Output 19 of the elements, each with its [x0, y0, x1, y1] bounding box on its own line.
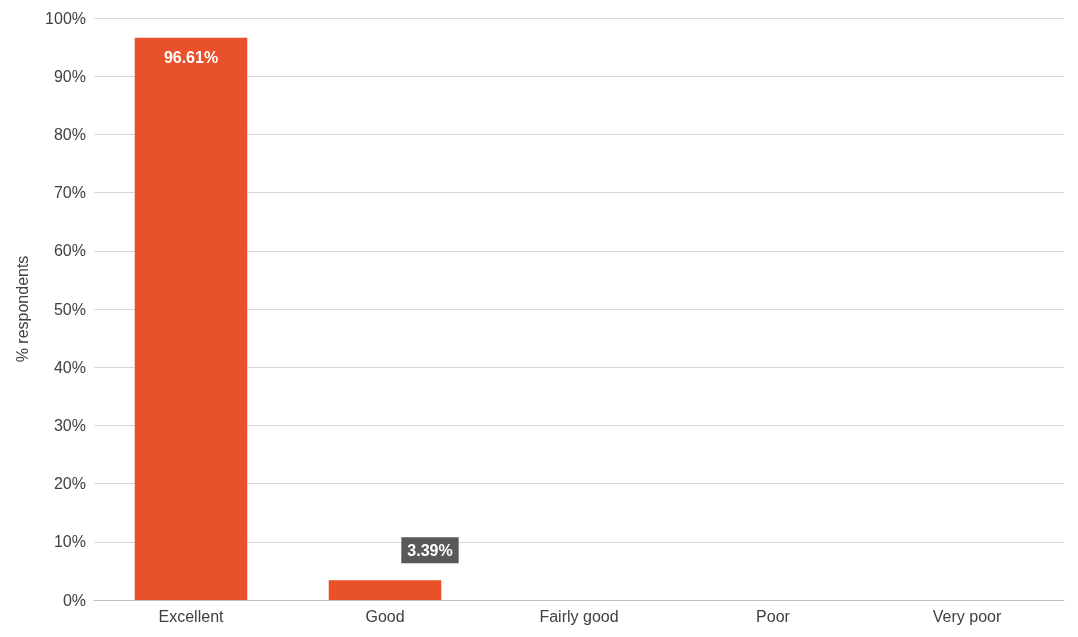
- y-tick-label: 40%: [53, 358, 86, 376]
- x-tick-label: Fairly good: [539, 607, 619, 625]
- y-tick-label: 60%: [53, 242, 86, 260]
- x-tick-label: Very poor: [932, 607, 1002, 625]
- y-tick-label: 90%: [53, 67, 86, 85]
- y-tick-label: 70%: [53, 184, 86, 202]
- y-tick-label: 10%: [53, 533, 86, 551]
- y-tick-label: 100%: [45, 9, 86, 27]
- y-tick-label: 30%: [53, 416, 86, 434]
- data-label: 3.39%: [407, 541, 453, 559]
- y-tick-label: 50%: [53, 300, 86, 318]
- y-tick-label: 0%: [62, 591, 86, 609]
- x-tick-label: Poor: [756, 607, 791, 625]
- x-tick-label: Excellent: [158, 607, 225, 625]
- y-tick-label: 20%: [53, 475, 86, 493]
- x-tick-label: Good: [365, 607, 405, 625]
- y-axis-title: % respondents: [13, 255, 31, 363]
- y-tick-label: 80%: [53, 125, 86, 143]
- data-label: 96.61%: [163, 49, 219, 67]
